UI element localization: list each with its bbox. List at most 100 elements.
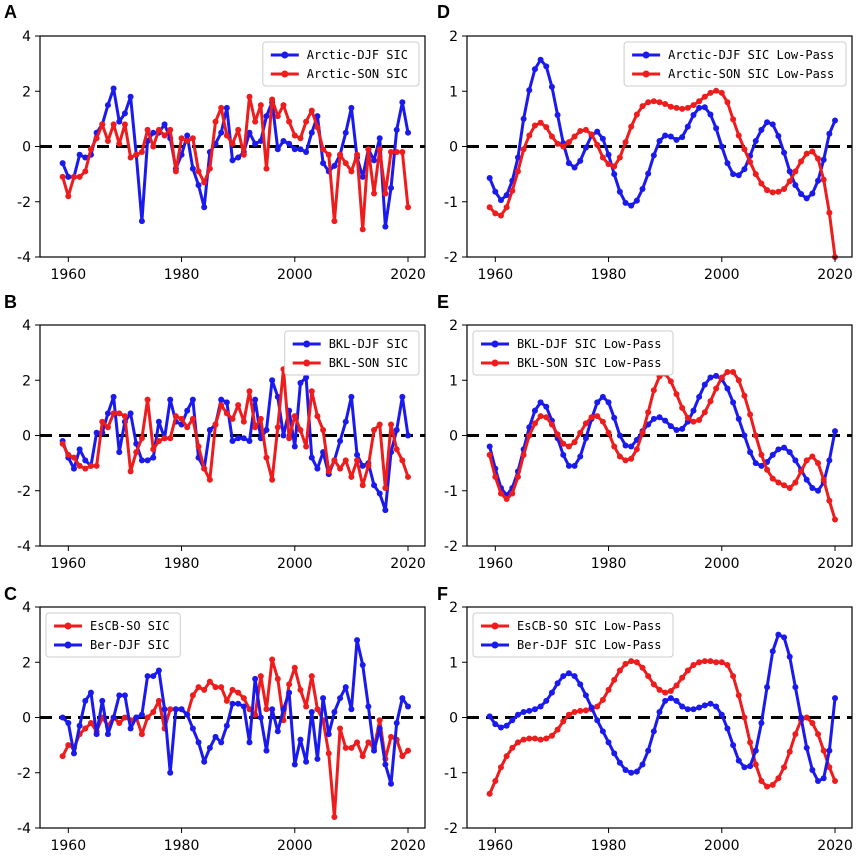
- data-point: [127, 410, 134, 417]
- series-arctic-son-sic: [59, 93, 412, 233]
- data-point: [286, 689, 293, 696]
- data-point: [93, 135, 100, 142]
- data-point: [616, 154, 623, 161]
- data-point: [531, 735, 538, 742]
- data-point: [752, 761, 759, 768]
- data-point: [735, 757, 742, 764]
- data-point: [280, 102, 287, 109]
- data-point: [639, 429, 646, 436]
- data-point: [628, 455, 635, 462]
- legend: Arctic-DJF SIC Arctic-SON SIC: [262, 41, 420, 87]
- data-point: [150, 143, 157, 150]
- data-point: [764, 119, 771, 126]
- data-point: [274, 146, 281, 153]
- data-point: [291, 664, 298, 671]
- data-point: [116, 118, 123, 125]
- data-point: [741, 764, 748, 771]
- data-point: [622, 766, 629, 773]
- legend-box: [472, 330, 674, 376]
- data-point: [605, 686, 612, 693]
- data-point: [189, 135, 196, 142]
- legend-label: Ber-DJF SIC: [90, 638, 169, 652]
- data-point: [605, 399, 612, 406]
- data-point: [354, 739, 361, 746]
- data-point: [155, 418, 162, 425]
- data-point: [514, 711, 521, 718]
- data-point: [752, 460, 759, 467]
- data-point: [713, 385, 720, 392]
- y-tick-label: -1: [444, 195, 458, 211]
- data-point: [405, 747, 412, 754]
- x-tick-label: 1980: [164, 267, 200, 283]
- legend: BKL-DJF SIC Low-Pass BKL-SON SIC Low-Pass: [472, 330, 674, 376]
- x-tick-label: 2000: [277, 267, 313, 283]
- data-point: [263, 165, 270, 172]
- data-point: [543, 63, 550, 70]
- data-point: [240, 418, 247, 425]
- data-point: [263, 113, 270, 120]
- data-point: [707, 658, 714, 665]
- data-point: [223, 399, 230, 406]
- data-point: [331, 162, 338, 169]
- data-point: [622, 199, 629, 206]
- data-point: [178, 706, 185, 713]
- series-escb-so-sic: [59, 656, 412, 820]
- data-point: [497, 724, 504, 731]
- data-point: [486, 443, 493, 450]
- data-point: [359, 173, 366, 180]
- data-point: [274, 113, 281, 120]
- data-point: [263, 454, 270, 461]
- data-point: [348, 473, 355, 480]
- data-point: [405, 129, 412, 136]
- data-point: [628, 769, 635, 776]
- data-point: [388, 149, 395, 156]
- data-point: [758, 720, 765, 727]
- data-point: [701, 381, 708, 388]
- data-point: [229, 140, 236, 147]
- data-point: [713, 659, 720, 666]
- data-point: [331, 457, 338, 464]
- data-point: [206, 165, 213, 172]
- data-point: [701, 702, 708, 709]
- data-point: [832, 428, 839, 435]
- data-point: [690, 418, 697, 425]
- legend-marker: [642, 51, 650, 59]
- data-point: [724, 662, 731, 669]
- data-point: [656, 99, 663, 106]
- data-point: [342, 418, 349, 425]
- data-point: [280, 137, 287, 144]
- data-point: [121, 110, 128, 117]
- data-point: [815, 177, 822, 184]
- data-point: [571, 673, 578, 680]
- data-point: [110, 393, 117, 400]
- data-point: [531, 420, 538, 427]
- x-tick-label: 1980: [164, 556, 200, 572]
- data-point: [342, 457, 349, 464]
- y-tick-label: 2: [449, 29, 458, 45]
- data-point: [93, 731, 100, 738]
- data-point: [520, 115, 527, 122]
- y-tick-label: 2: [22, 373, 31, 389]
- data-point: [492, 778, 499, 785]
- data-point: [212, 118, 219, 125]
- data-point: [826, 457, 833, 464]
- data-point: [189, 692, 196, 699]
- data-point: [257, 415, 264, 422]
- data-point: [76, 446, 83, 453]
- data-point: [144, 396, 151, 403]
- data-point: [684, 104, 691, 111]
- data-point: [741, 432, 748, 439]
- data-point: [667, 378, 674, 385]
- legend-marker: [491, 622, 499, 630]
- data-point: [110, 85, 117, 92]
- data-point: [337, 151, 344, 158]
- data-point: [308, 673, 315, 680]
- legend-marker: [491, 359, 499, 367]
- data-point: [497, 212, 504, 219]
- data-point: [371, 747, 378, 754]
- data-point: [520, 736, 527, 743]
- data-point: [144, 126, 151, 133]
- data-point: [348, 744, 355, 751]
- x-tick-label: 1980: [591, 838, 627, 854]
- data-point: [560, 673, 567, 680]
